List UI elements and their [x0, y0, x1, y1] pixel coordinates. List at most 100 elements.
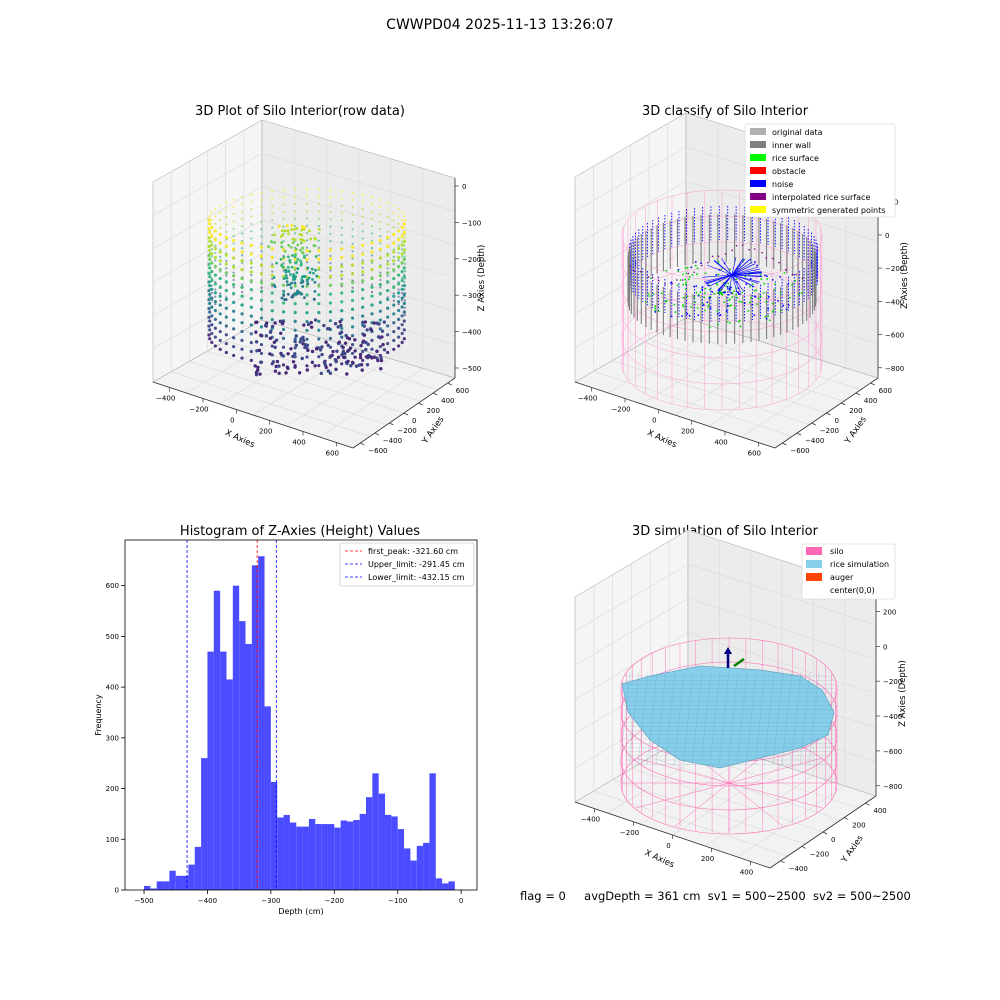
- raw-point: [232, 286, 235, 289]
- raw-point: [320, 345, 324, 349]
- raw-point: [293, 319, 297, 323]
- raw-point: [208, 237, 211, 240]
- raw-point: [305, 355, 309, 359]
- raw-point: [397, 244, 400, 247]
- raw-point: [400, 305, 404, 309]
- interpolated-point: [693, 271, 695, 274]
- raw-point: [340, 270, 343, 273]
- raw-point: [273, 321, 277, 325]
- raw-point: [274, 364, 278, 369]
- raw-point: [293, 284, 297, 288]
- legend-frame: [744, 123, 896, 218]
- raw-point: [281, 320, 285, 324]
- raw-point: [214, 215, 217, 218]
- raw-point: [402, 275, 406, 279]
- silo-ring: [621, 267, 823, 359]
- rice-surface-point: [785, 308, 788, 311]
- raw-point: [250, 237, 253, 240]
- raw-point: [333, 357, 338, 362]
- histogram-bar: [397, 829, 405, 890]
- rice-surface-point: [647, 292, 650, 295]
- histogram-legend: first_peak: -321.60 cm Upper_limit: -291.…: [339, 542, 475, 587]
- y-tick-mark: [780, 860, 785, 864]
- raw-point: [392, 263, 395, 266]
- raw-point: [277, 364, 281, 368]
- interpolated-point: [748, 248, 750, 251]
- raw-point: [259, 245, 264, 249]
- histogram-bar: [378, 793, 386, 890]
- raw-point: [281, 283, 286, 287]
- raw-point: [208, 251, 211, 254]
- raw-point: [397, 344, 401, 348]
- raw-point: [294, 188, 297, 191]
- rice-surface-point: [771, 278, 774, 281]
- rice-surface-point: [697, 293, 700, 296]
- raw-point: [210, 248, 213, 251]
- rice-surface-point: [682, 296, 685, 299]
- raw-point: [378, 283, 382, 287]
- raw-point: [350, 342, 355, 347]
- raw-point: [255, 320, 259, 324]
- histogram-bar: [385, 814, 392, 890]
- raw-point: [305, 195, 309, 198]
- raw-point: [297, 371, 302, 375]
- raw-point: [392, 347, 396, 351]
- raw-point: [403, 251, 406, 254]
- legend-swatch: [806, 560, 822, 568]
- raw-point: [210, 278, 214, 283]
- raw-point: [270, 291, 274, 295]
- footer-flag: flag = 0: [520, 889, 566, 903]
- raw-point: [336, 355, 341, 360]
- noise-point: [717, 274, 733, 291]
- raw-point: [340, 219, 343, 222]
- raw-point: [281, 363, 286, 367]
- rice-surface-point: [751, 283, 754, 286]
- raw-point: [210, 284, 213, 287]
- raw-point: [219, 299, 222, 302]
- raw-point: [210, 314, 214, 318]
- raw-point: [325, 327, 330, 331]
- raw-point: [401, 284, 404, 287]
- y-tick-mark: [855, 392, 861, 396]
- raw-point: [213, 317, 217, 321]
- rice-surface-point: [767, 315, 769, 317]
- raw-point: [284, 298, 288, 301]
- raw-point: [317, 227, 321, 231]
- mesh-line: [655, 671, 667, 766]
- raw-point: [282, 289, 286, 293]
- raw-point: [280, 264, 284, 268]
- raw-point: [240, 241, 244, 245]
- raw-point: [317, 248, 321, 253]
- raw-point: [232, 336, 236, 340]
- raw-point: [224, 253, 228, 257]
- raw-point: [280, 296, 284, 300]
- raw-point: [397, 207, 400, 211]
- raw-point: [330, 353, 334, 357]
- rice-surface-point: [756, 303, 758, 306]
- raw-point: [281, 336, 286, 340]
- raw-point: [382, 348, 387, 352]
- raw-point: [213, 300, 217, 304]
- raw-point: [375, 321, 379, 325]
- raw-point: [329, 218, 332, 221]
- raw-point: [312, 271, 315, 275]
- raw-point: [295, 271, 299, 275]
- raw-point: [379, 235, 382, 238]
- rice-surface-point: [686, 312, 689, 315]
- x-tick-label: 0: [459, 897, 463, 905]
- histogram-bar: [289, 822, 297, 890]
- raw-point: [378, 353, 382, 358]
- raw-point: [340, 241, 343, 244]
- raw-point: [250, 273, 253, 277]
- raw-point: [213, 247, 217, 251]
- rice-surface-point: [706, 301, 709, 304]
- raw-point: [357, 363, 361, 367]
- raw-point: [386, 208, 389, 211]
- interpolated-point: [765, 257, 768, 259]
- noise-point: [728, 274, 733, 293]
- raw-point: [302, 323, 306, 327]
- raw-point: [386, 271, 390, 275]
- raw-point: [386, 297, 390, 302]
- raw-point: [368, 355, 373, 359]
- raw-point: [293, 310, 297, 315]
